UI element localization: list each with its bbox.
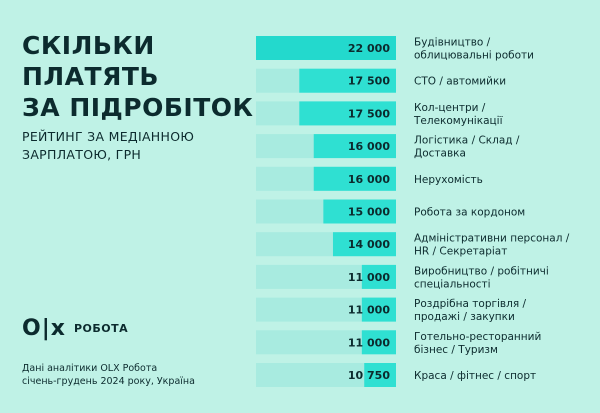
- olx-robota-logo: O|x РОБОТА: [22, 316, 128, 341]
- value-label: 15 000: [348, 206, 390, 219]
- category-label: Роздрібна торгівля / продажі / закупки: [414, 298, 526, 323]
- value-label: 16 000: [348, 173, 390, 186]
- bar: [361, 297, 396, 322]
- bar: [332, 232, 396, 257]
- bar: [299, 68, 396, 93]
- category-label: Адміністративни персонал / HR / Секретарі…: [414, 233, 570, 258]
- category-label: Робота за кордоном: [414, 207, 525, 219]
- value-label: 10 750: [348, 369, 390, 382]
- category-label: СТО / автомийки: [414, 76, 506, 88]
- value-label: 17 500: [348, 107, 390, 120]
- bar: [313, 134, 396, 159]
- category-label: Нерухомість: [414, 174, 483, 186]
- page-subtitle: РЕЙТИНГ ЗА МЕДІАННОЮ ЗАРПЛАТОЮ, ГРН: [22, 128, 194, 164]
- subtitle-line-2: ЗАРПЛАТОЮ, ГРН: [22, 147, 142, 162]
- value-label: 11 000: [348, 304, 390, 317]
- value-label: 11 000: [348, 336, 390, 349]
- source-line-2: січень-грудень 2024 року, Україна: [22, 376, 195, 387]
- category-label: Виробництво / робітничі спеціальності: [414, 265, 549, 290]
- value-label: 22 000: [348, 42, 390, 55]
- bar: [313, 166, 396, 191]
- category-label: Готельно-ресторанний бізнес / Туризм: [414, 331, 541, 356]
- value-label: 14 000: [348, 238, 390, 251]
- title-line-2: ПЛАТЯТЬ: [22, 62, 159, 91]
- title-line-3: ЗА ПІДРОБІТОК: [22, 93, 254, 122]
- category-label: Кол-центри / Телекомунікації: [413, 102, 503, 127]
- bar: [361, 330, 396, 355]
- category-label: Краса / фітнес / спорт: [414, 370, 536, 382]
- bar: [364, 363, 396, 387]
- value-label: 11 000: [348, 271, 390, 284]
- category-label: Будівництво / облицювальні роботи: [414, 37, 534, 62]
- bar: [323, 199, 396, 224]
- bar: [361, 264, 396, 289]
- olx-logo-text: РОБОТА: [73, 322, 129, 335]
- page-title: СКІЛЬКИ ПЛАТЯТЬ ЗА ПІДРОБІТОК: [22, 30, 253, 123]
- bar: [299, 101, 396, 126]
- bar: [256, 36, 396, 60]
- value-label: 17 500: [348, 75, 390, 88]
- source-line-1: Дані аналітики OLX Робота: [22, 363, 158, 374]
- category-label: Логістика / Склад / Доставка: [414, 135, 520, 160]
- olx-logo-mark: O|x: [22, 316, 66, 341]
- source-note: Дані аналітики OLX Робота січень-грудень…: [22, 362, 195, 388]
- subtitle-line-1: РЕЙТИНГ ЗА МЕДІАННОЮ: [22, 129, 195, 144]
- title-line-1: СКІЛЬКИ: [22, 31, 155, 60]
- value-label: 16 000: [348, 140, 390, 153]
